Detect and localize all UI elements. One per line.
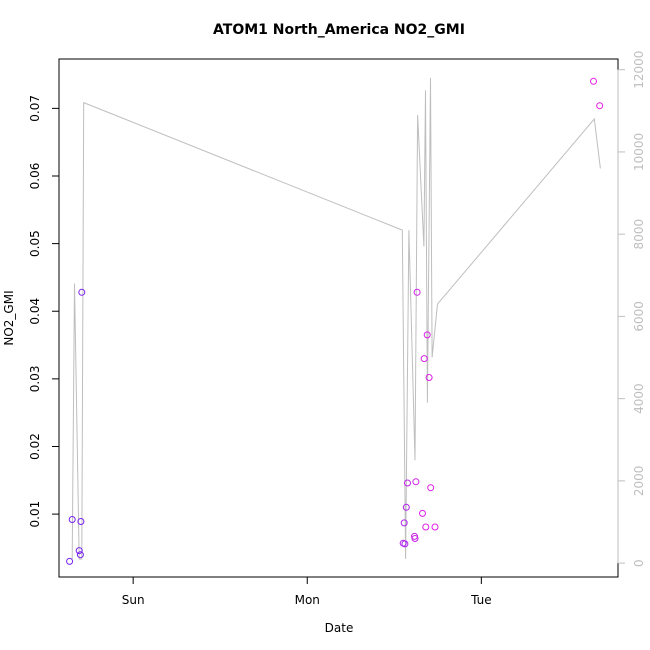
y2-tick-label: 6000 [632, 301, 646, 332]
y-tick-label: 0.04 [28, 298, 42, 325]
data-point [590, 77, 597, 85]
data-point [420, 355, 428, 363]
data-point [413, 288, 421, 296]
chart-title: ATOM1 North_America NO2_GMI [213, 22, 465, 38]
data-point [419, 509, 426, 517]
data-point [75, 547, 83, 555]
x-axis-label: Date [325, 621, 354, 635]
data-point [596, 102, 604, 110]
x-tick-label: Tue [470, 593, 492, 607]
plot-frame [58, 58, 619, 578]
altitude-line-layer [71, 77, 601, 560]
y-tick-label: 0.05 [28, 230, 42, 257]
altitude-line [71, 77, 601, 560]
point-layer [66, 77, 604, 565]
axis-layer: Sun Mon Tue 0.01 0.02 0.03 0.04 0.05 0.06 0.07 0 20… [28, 51, 646, 607]
data-point [76, 551, 84, 559]
data-point [77, 518, 85, 525]
y2-tick-label: 4000 [632, 383, 646, 414]
y-tick-label: 0.03 [28, 366, 42, 393]
data-point [66, 557, 74, 565]
data-point [402, 503, 410, 511]
y-tick-label: 0.01 [28, 501, 42, 528]
y2-tick-label: 2000 [632, 466, 646, 497]
data-point [68, 516, 76, 523]
data-point [425, 374, 433, 381]
data-point [78, 288, 86, 296]
data-point [431, 523, 439, 531]
y2-tick-label: 0 [632, 559, 646, 567]
x-tick-label: Sun [122, 593, 145, 607]
y-tick-label: 0.07 [28, 95, 42, 122]
data-point [401, 540, 409, 548]
y2-tick-label: 10000 [632, 133, 646, 171]
y-tick-label: 0.02 [28, 433, 42, 460]
data-point [412, 478, 420, 486]
y2-tick-label: 8000 [632, 219, 646, 250]
data-point [400, 519, 408, 527]
data-point [423, 331, 431, 339]
x-tick-label: Mon [295, 593, 320, 607]
data-point [404, 479, 411, 487]
y2-tick-label: 12000 [632, 51, 646, 89]
y-tick-label: 0.06 [28, 163, 42, 190]
data-point [422, 523, 430, 531]
data-point [427, 484, 435, 492]
y-axis-label: NO2_GMI [2, 290, 16, 345]
data-point [411, 535, 419, 542]
